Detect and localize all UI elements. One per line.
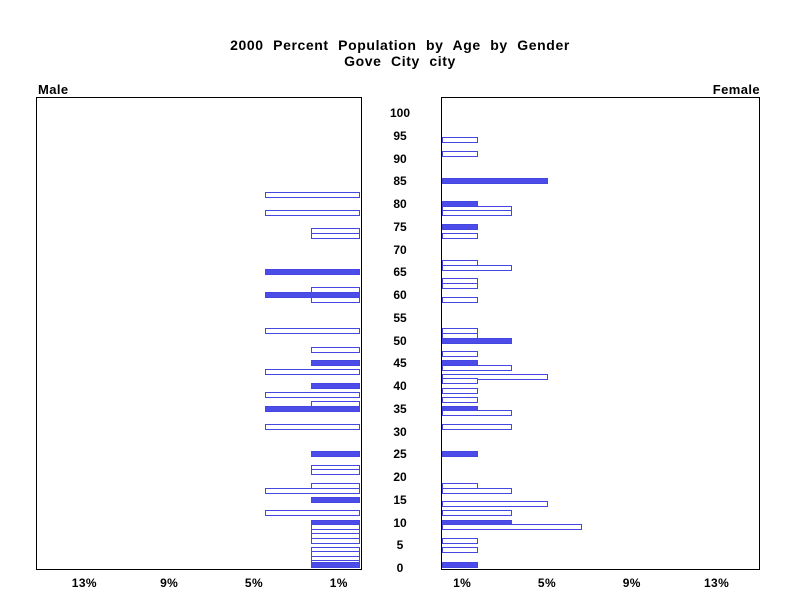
- male-pct-tick-9: 9%: [160, 576, 179, 590]
- age-axis-tick-100: 100: [389, 106, 411, 120]
- female-pct-tick-9: 9%: [622, 576, 641, 590]
- female-bar-age-62: [442, 282, 479, 289]
- female-bar-age-39: [442, 387, 479, 394]
- female-bar-age-14: [442, 501, 548, 508]
- male-bar-age-43: [264, 369, 360, 376]
- age-axis-tick-50: 50: [393, 333, 407, 348]
- age-axis-tick-85: 85: [393, 174, 407, 189]
- male-bar-age-65: [264, 269, 360, 276]
- age-axis-tick-95: 95: [393, 128, 407, 143]
- age-axis-tick-90: 90: [393, 151, 407, 166]
- male-bar-age-17: [264, 487, 360, 494]
- female-bar-age-37: [442, 396, 479, 403]
- age-axis-tick-0: 0: [396, 561, 404, 575]
- male-bar-age-82: [264, 191, 360, 198]
- female-bar-age-42: [442, 373, 548, 380]
- chart-subtitle: Gove City city: [344, 53, 456, 69]
- age-axis-tick-45: 45: [393, 356, 407, 371]
- male-bar-age-38: [264, 392, 360, 399]
- male-bar-age-73: [311, 232, 360, 239]
- female-bar-age-25: [442, 451, 479, 458]
- age-axis-tick-35: 35: [393, 401, 407, 416]
- female-bar-age-9: [442, 524, 582, 531]
- age-axis-tick-40: 40: [393, 379, 407, 393]
- male-bar-age-25: [311, 451, 360, 458]
- female-bar-age-47: [442, 351, 479, 358]
- age-axis-tick-60: 60: [393, 288, 407, 302]
- male-panel-label: Male: [38, 82, 69, 97]
- female-bar-age-6: [442, 537, 479, 544]
- female-bar-age-59: [442, 296, 479, 303]
- male-bar-age-31: [264, 423, 360, 430]
- female-bar-age-0: [442, 562, 479, 568]
- female-plot-area: [441, 97, 760, 570]
- female-bar-age-85: [442, 178, 548, 185]
- male-bar-age-12: [264, 510, 360, 517]
- male-bar-age-48: [311, 346, 360, 353]
- female-bar-age-91: [442, 150, 479, 157]
- age-axis-tick-65: 65: [393, 265, 407, 280]
- male-pct-tick-1: 1%: [329, 576, 348, 590]
- female-pct-tick-5: 5%: [537, 576, 557, 590]
- age-axis-tick-75: 75: [393, 219, 407, 234]
- male-pct-tick-5: 5%: [244, 576, 264, 590]
- female-bar-age-41: [442, 378, 479, 385]
- male-bar-age-59: [311, 296, 360, 303]
- female-panel-label: Female: [712, 82, 760, 97]
- age-axis-tick-80: 80: [393, 197, 407, 211]
- female-bar-age-44: [442, 364, 512, 371]
- female-bar-age-12: [442, 510, 512, 517]
- male-bar-age-6: [311, 537, 360, 544]
- female-pct-tick-1: 1%: [453, 576, 472, 590]
- male-bar-age-21: [311, 469, 360, 476]
- female-bar-age-94: [442, 137, 479, 144]
- female-bar-age-34: [442, 410, 512, 417]
- age-axis-tick-55: 55: [393, 310, 407, 325]
- male-bar-age-0: [311, 562, 360, 568]
- male-pct-tick-13: 13%: [71, 576, 97, 590]
- age-axis-tick-10: 10: [393, 515, 407, 530]
- female-bar-age-17: [442, 487, 512, 494]
- male-bar-age-45: [311, 360, 360, 367]
- female-bar-age-4: [442, 546, 479, 553]
- male-bar-age-78: [264, 210, 360, 217]
- female-bar-age-66: [442, 264, 512, 271]
- female-bar-age-75: [442, 223, 479, 230]
- female-bar-age-78: [442, 210, 512, 217]
- female-bar-age-50: [442, 337, 512, 344]
- age-axis-tick-5: 5: [396, 538, 404, 553]
- female-pct-tick-13: 13%: [703, 576, 730, 590]
- age-axis-tick-25: 25: [393, 447, 407, 462]
- female-bar-age-31: [442, 423, 512, 430]
- male-bar-age-40: [311, 383, 360, 389]
- age-axis-tick-30: 30: [393, 424, 407, 439]
- age-axis-tick-15: 15: [393, 492, 407, 507]
- female-bar-age-73: [442, 232, 479, 239]
- age-axis-tick-20: 20: [393, 470, 407, 484]
- male-bar-age-35: [264, 405, 360, 412]
- male-bar-age-52: [264, 328, 360, 335]
- age-axis-tick-70: 70: [393, 242, 407, 257]
- male-bar-age-15: [311, 496, 360, 503]
- chart-title: 2000 Percent Population by Age by Gender: [230, 37, 570, 53]
